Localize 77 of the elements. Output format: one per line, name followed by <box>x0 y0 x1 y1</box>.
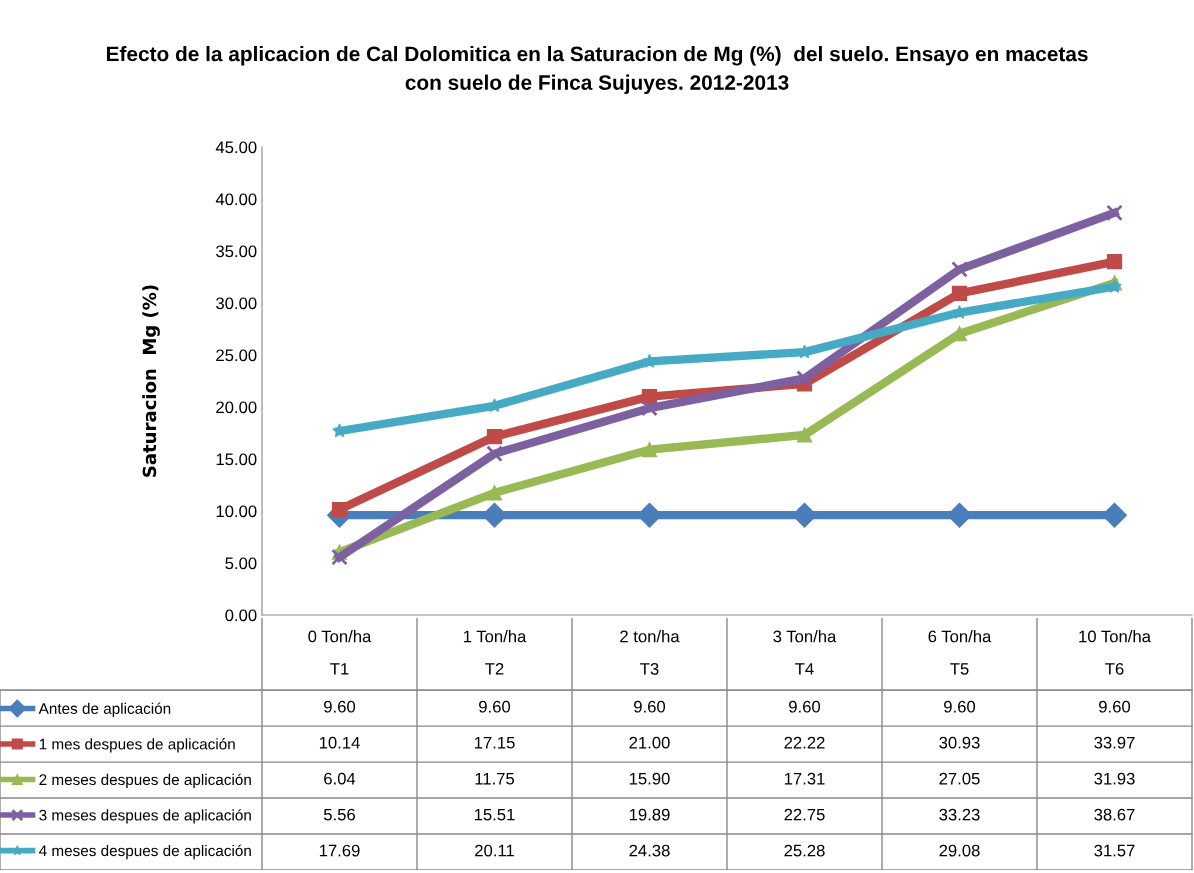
point <box>952 304 967 319</box>
y-tick-label: 35.00 <box>216 245 257 258</box>
legend-label: 1 mes despues de aplicación <box>39 738 235 753</box>
chart-title: Efecto de la aplicacion de Cal Dolomitica en la Saturacion de Mg (%) del suelo. Ensayo en macetas con suelo de Finca Sujuyes. 2012-2013 <box>106 46 1088 94</box>
data-label: 17.69 <box>319 844 360 857</box>
y-tick-label: 15.00 <box>216 453 257 466</box>
point <box>486 485 503 501</box>
point <box>486 445 503 463</box>
y-tick-label: 10.00 <box>216 505 257 518</box>
point <box>637 502 662 528</box>
point <box>642 353 657 368</box>
data-label: 30.93 <box>939 736 980 749</box>
category-label: 0 Ton/ha T1 <box>308 630 372 675</box>
data-label: 6.04 <box>324 772 356 785</box>
legend-label: 2 meses despues de aplicación <box>39 773 251 789</box>
point <box>796 427 813 443</box>
y-tick-label: 30.00 <box>216 297 257 310</box>
data-label: 21.00 <box>629 736 670 749</box>
category-label: 2 ton/ha T3 <box>620 630 680 675</box>
data-label: 15.90 <box>629 772 670 785</box>
point <box>1106 254 1123 270</box>
data-label: 31.57 <box>1094 844 1135 857</box>
point <box>641 442 658 458</box>
point <box>1102 502 1127 528</box>
data-label: 22.75 <box>784 808 825 821</box>
data-label: 17.31 <box>784 772 825 785</box>
data-label: 9.60 <box>1099 700 1131 713</box>
y-tick-label: 20.00 <box>216 401 257 414</box>
point <box>797 344 812 359</box>
data-label: 11.75 <box>475 772 515 785</box>
point <box>947 502 972 528</box>
point <box>1107 279 1122 293</box>
point <box>951 285 968 301</box>
y-tick-label: 40.00 <box>215 193 257 206</box>
data-label: 27.05 <box>939 772 980 785</box>
category-label: 10 Ton/ha T6 <box>1079 630 1151 675</box>
data-label: 25.28 <box>784 844 825 857</box>
data-label: 9.60 <box>944 700 976 713</box>
data-label: 9.60 <box>479 700 511 713</box>
data-label: 5.56 <box>323 808 355 821</box>
point <box>487 398 502 413</box>
data-label: 9.60 <box>789 700 821 713</box>
data-label: 22.22 <box>784 736 825 749</box>
y-tick-label: 0.00 <box>225 609 257 622</box>
data-label: 9.60 <box>634 700 666 713</box>
data-label: 31.93 <box>1094 772 1135 785</box>
point <box>1106 204 1123 222</box>
point <box>331 501 348 518</box>
point <box>796 370 813 387</box>
point <box>951 261 968 278</box>
legend-label: 3 meses despues de aplicación <box>39 809 251 824</box>
category-label: 6 Ton/ha T5 <box>928 630 992 675</box>
data-label: 33.23 <box>939 808 980 821</box>
legend-label: Antes de aplicación <box>38 702 171 717</box>
point <box>482 502 507 528</box>
data-label: 20.11 <box>475 844 514 857</box>
data-label: 24.38 <box>629 844 670 857</box>
point <box>792 502 817 528</box>
data-label: 19.89 <box>629 808 670 821</box>
data-label: 29.08 <box>939 844 980 857</box>
data-label: 9.60 <box>324 700 356 713</box>
y-tick-label: 5.00 <box>225 557 257 570</box>
data-label: 38.67 <box>1094 808 1135 821</box>
y-tick-label: 45.00 <box>215 141 257 154</box>
data-label: 33.97 <box>1094 736 1135 749</box>
y-axis-title: Saturacion Mg (%) <box>142 285 160 477</box>
point <box>331 548 348 566</box>
point <box>641 399 658 417</box>
category-label: 3 Ton/ha T4 <box>773 630 837 675</box>
point <box>486 429 503 445</box>
data-label: 10.14 <box>319 736 360 749</box>
legend-label: 4 meses despues de aplicación <box>39 844 251 860</box>
data-label: 17.15 <box>474 736 515 749</box>
y-tick-label: 25.00 <box>216 349 257 362</box>
data-label: 15.51 <box>474 808 515 821</box>
category-label: 1 Ton/ha T2 <box>463 630 527 675</box>
point <box>332 423 347 438</box>
